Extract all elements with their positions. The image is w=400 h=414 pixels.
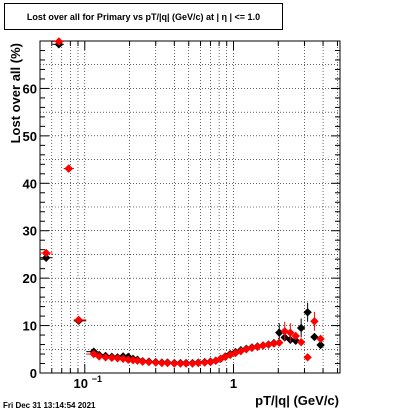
data-point bbox=[194, 358, 203, 368]
data-point bbox=[101, 353, 110, 362]
data-point bbox=[296, 337, 306, 347]
y-tick-label: 20 bbox=[23, 271, 37, 286]
data-point bbox=[64, 164, 73, 173]
data-series bbox=[39, 37, 325, 368]
data-point bbox=[41, 253, 51, 262]
data-point bbox=[264, 340, 273, 349]
data-point bbox=[144, 357, 154, 367]
data-point bbox=[74, 315, 83, 325]
timestamp-label: Fri Dec 31 13:14:54 2021 bbox=[3, 401, 96, 410]
data-point bbox=[316, 340, 325, 350]
y-tick-label: 50 bbox=[23, 129, 37, 144]
data-point bbox=[133, 356, 142, 365]
y-tick-label: 10 bbox=[23, 319, 37, 334]
data-point bbox=[170, 359, 179, 368]
y-tick-label: 0 bbox=[30, 366, 37, 381]
data-point bbox=[188, 359, 197, 368]
data-point bbox=[275, 338, 284, 347]
data-point bbox=[296, 323, 306, 333]
series-black bbox=[39, 40, 325, 368]
x-axis-label: pT/|q| (GeV/c) bbox=[255, 393, 339, 408]
y-tick-label: 60 bbox=[23, 81, 37, 96]
y-axis-label: Lost over all (%) bbox=[8, 43, 23, 143]
x-tick-label-exponent: −1 bbox=[92, 374, 102, 384]
data-point bbox=[94, 352, 104, 361]
grid-lines bbox=[40, 41, 340, 373]
y-tick-label: 40 bbox=[23, 176, 37, 191]
data-point bbox=[107, 353, 117, 363]
tick-labels: 0 10 20 30 40 50 60 10 −1 1 bbox=[23, 81, 238, 391]
data-point bbox=[247, 343, 257, 353]
data-point bbox=[211, 356, 220, 365]
axis-ticks bbox=[40, 40, 340, 374]
data-point bbox=[310, 332, 319, 342]
plot-frame bbox=[39, 40, 341, 374]
data-point bbox=[157, 358, 167, 368]
data-point bbox=[303, 308, 312, 317]
data-point bbox=[163, 358, 172, 368]
y-tick-label: 30 bbox=[23, 224, 37, 239]
data-point bbox=[258, 341, 268, 350]
data-point bbox=[124, 355, 133, 364]
data-point bbox=[176, 359, 185, 368]
chart-title: Lost over all for Primary vs pT/|q| (GeV… bbox=[26, 11, 261, 22]
x-tick-label: 1 bbox=[230, 376, 237, 391]
data-point bbox=[151, 358, 160, 367]
data-point bbox=[113, 354, 122, 363]
data-point bbox=[291, 331, 300, 341]
chart-title-box: Lost over all for Primary vs pT/|q| (GeV… bbox=[4, 3, 283, 30]
data-point bbox=[41, 248, 51, 258]
data-point bbox=[200, 358, 209, 367]
series-red bbox=[39, 37, 325, 368]
data-point bbox=[54, 37, 64, 46]
data-point bbox=[316, 334, 325, 344]
data-point bbox=[269, 339, 279, 348]
data-point bbox=[310, 317, 319, 326]
x-tick-label: 10 bbox=[74, 376, 88, 391]
data-point bbox=[286, 328, 295, 337]
data-point bbox=[138, 357, 147, 366]
data-point bbox=[181, 359, 191, 368]
data-point bbox=[303, 353, 312, 362]
